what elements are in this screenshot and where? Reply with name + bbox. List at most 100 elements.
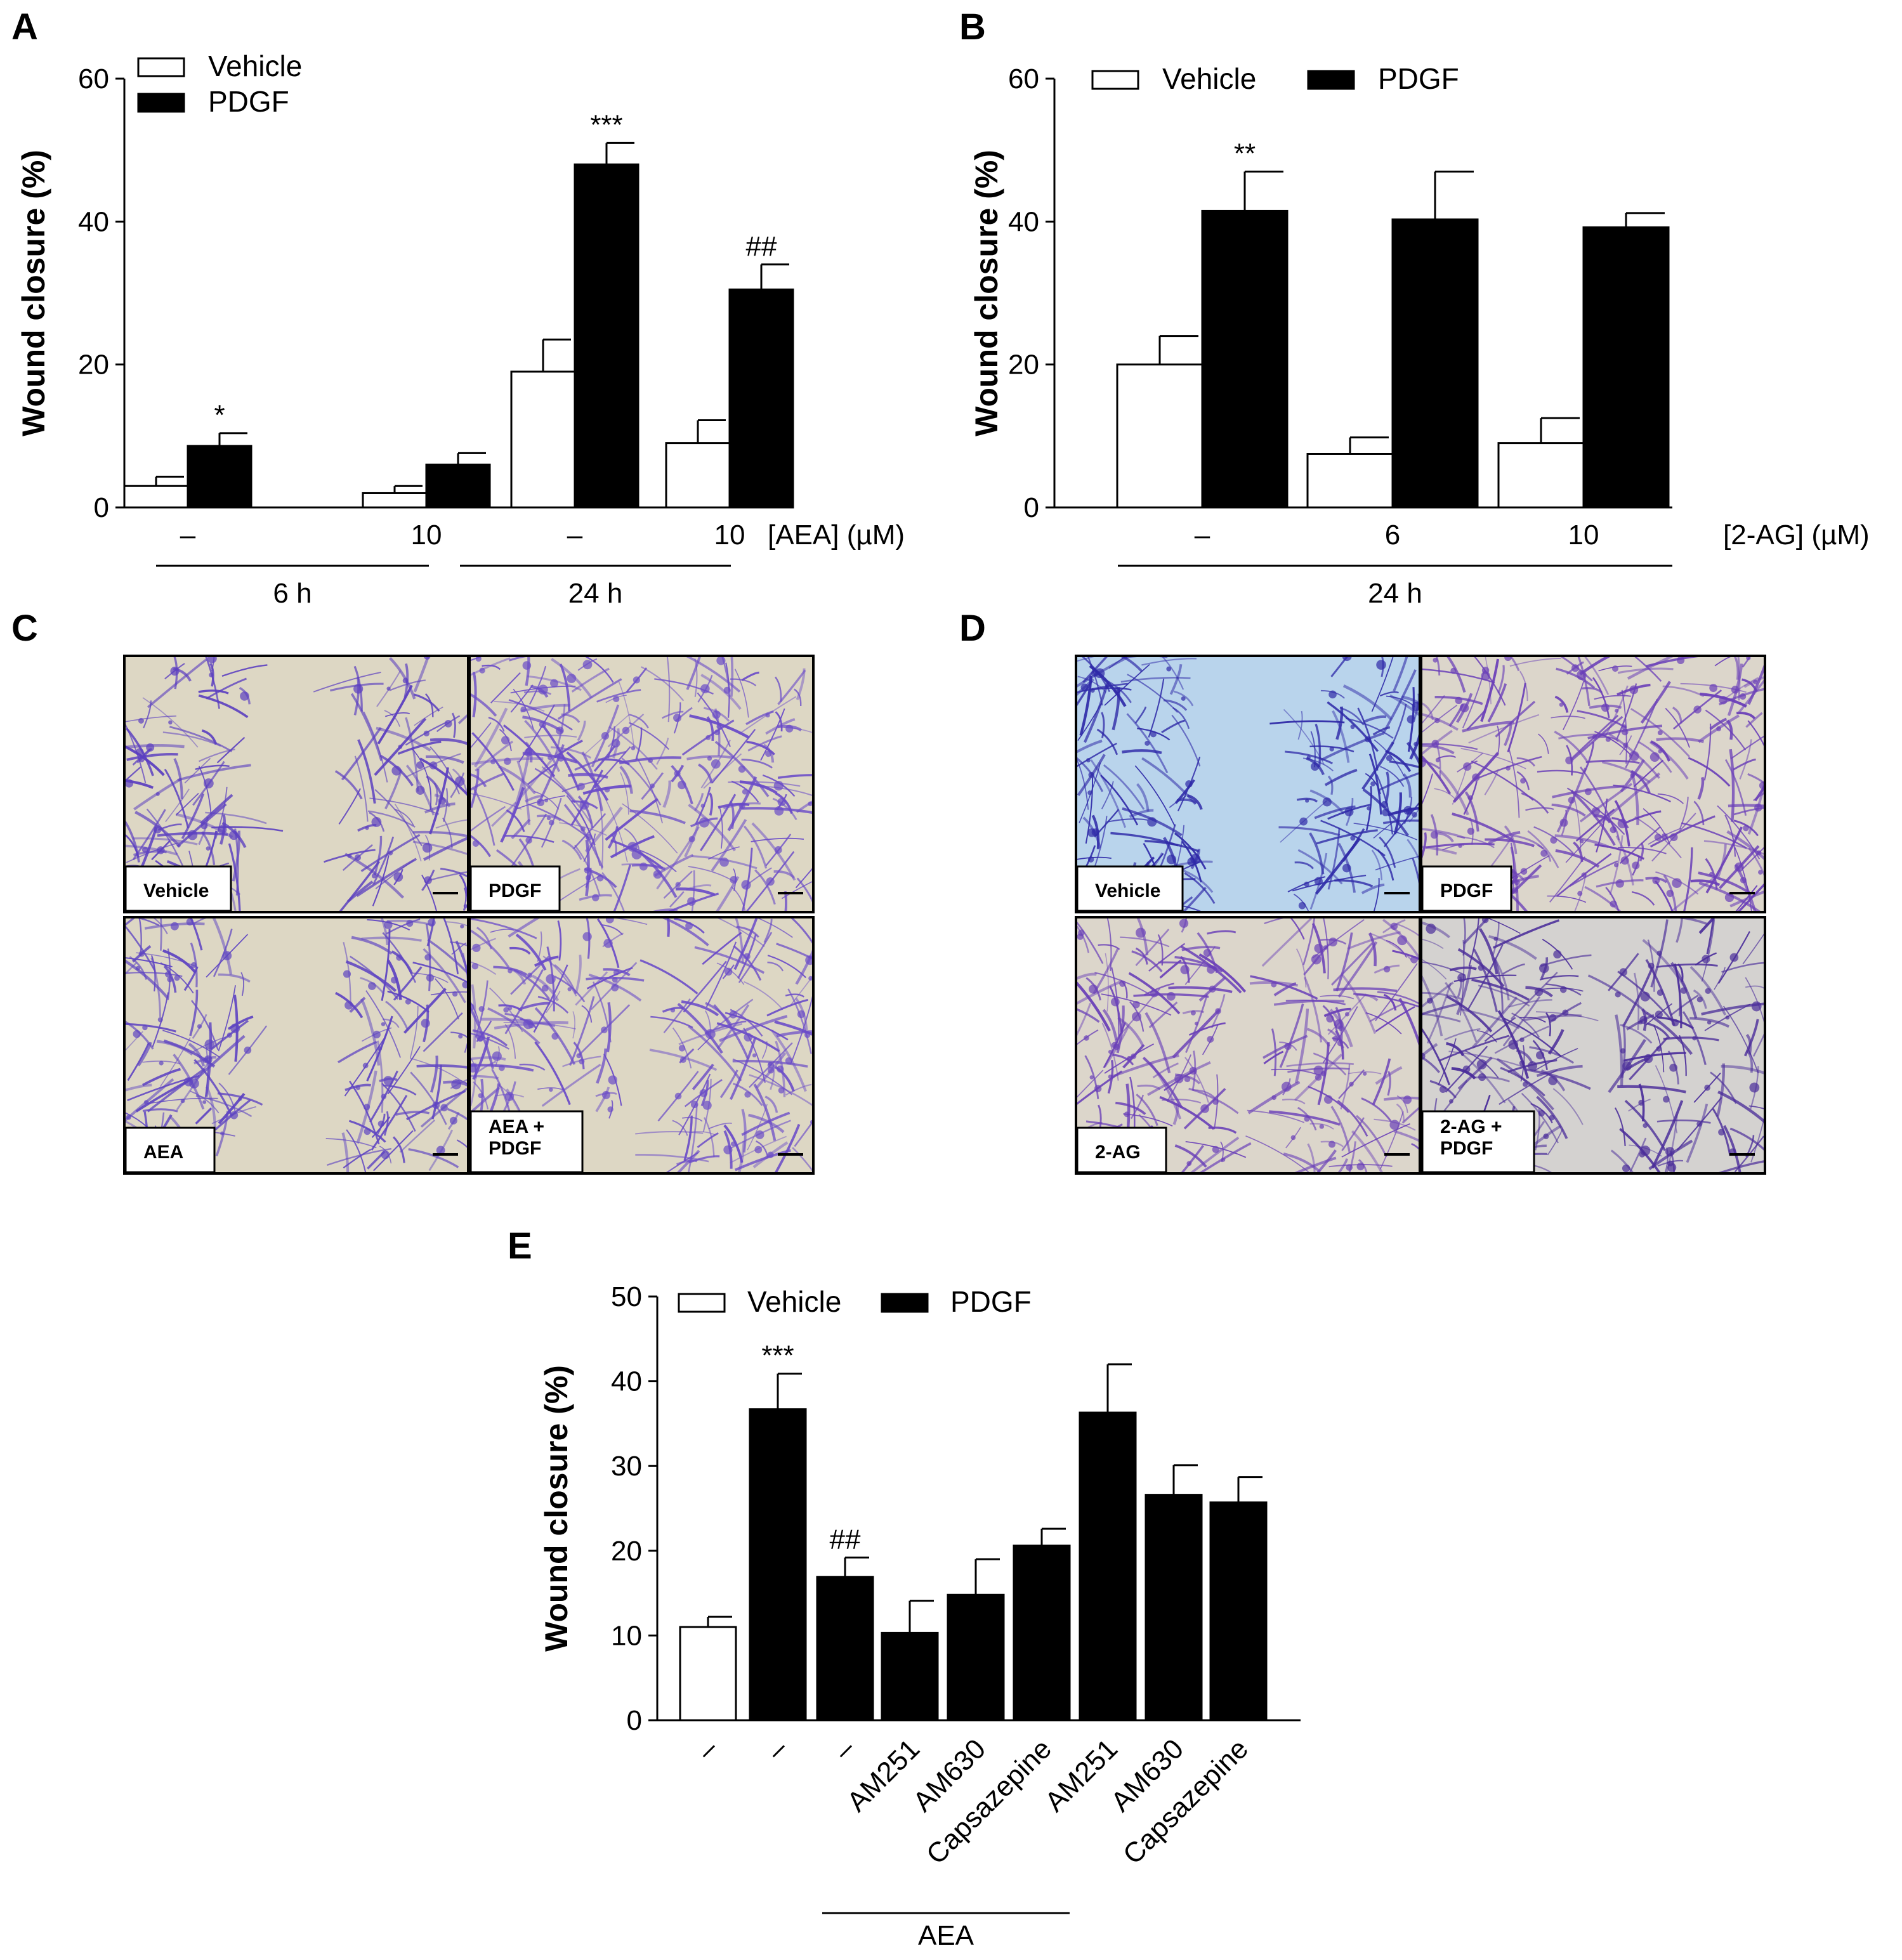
micrograph-panel-c-tile-2-cell bbox=[689, 714, 750, 739]
micrograph-panel-c-tile-2-cell bbox=[734, 669, 749, 718]
micrograph-panel-c-tile-3-nucleus bbox=[405, 998, 411, 1005]
micrograph-panel-d-tile-4-nucleus bbox=[1656, 950, 1662, 957]
micrograph-panel-c-tile-2-label: PDGF bbox=[489, 880, 541, 901]
micrograph-panel-d-tile-1-nucleus bbox=[1386, 755, 1393, 762]
micrograph-panel-d-tile-1-cell bbox=[1141, 757, 1197, 805]
micrograph-panel-c-tile-4-cell bbox=[676, 1160, 698, 1166]
micrograph-panel-c-tile-2-cell bbox=[754, 869, 776, 905]
chart-b-legend-label: Vehicle bbox=[1162, 62, 1256, 95]
micrograph-panel-c-tile-4-cell bbox=[663, 998, 691, 1033]
micrograph-panel-d-tile-2-cell bbox=[1488, 831, 1521, 845]
micrograph-panel-c-tile-2-cell bbox=[746, 740, 775, 755]
micrograph-panel-c-tile-4-cell bbox=[601, 924, 623, 936]
micrograph-panel-d-tile-1-cell bbox=[1353, 823, 1417, 840]
micrograph-panel-d-tile-3-cell bbox=[1159, 959, 1182, 979]
micrograph-panel-c-tile-1-nucleus bbox=[398, 745, 403, 749]
micrograph-panel-c-tile-4-nucleus bbox=[705, 1029, 716, 1040]
micrograph-panel-c-tile-4-border bbox=[468, 916, 815, 1175]
micrograph-panel-d-tile-2-cell bbox=[1698, 714, 1740, 743]
micrograph-panel-d-tile-3-cell bbox=[1327, 993, 1367, 1035]
micrograph-panel-c-tile-4-cell bbox=[767, 955, 806, 978]
micrograph-panel-d-tile-3-nucleus bbox=[1328, 1140, 1335, 1148]
micrograph-panel-c-tile-4-cell bbox=[730, 1037, 757, 1101]
micrograph-panel-c-tile-3-cell bbox=[194, 1035, 246, 1081]
micrograph-panel-d-tile-3-cell bbox=[1148, 943, 1186, 972]
micrograph-panel-c-tile-3-nucleus bbox=[157, 1017, 163, 1022]
micrograph-panel-d-tile-4-nucleus bbox=[1553, 950, 1562, 959]
micrograph-panel-c-tile-1-cell bbox=[353, 677, 360, 715]
micrograph-panel-c-tile-2-cell bbox=[563, 804, 604, 868]
micrograph-panel-d-tile-2-cell bbox=[1625, 698, 1658, 769]
micrograph-panel-d-tile-2-cell bbox=[1698, 872, 1750, 894]
micrograph-panel-d-tile-2-cell bbox=[1487, 683, 1507, 722]
micrograph-panel-c-tile-3-label: AEA bbox=[143, 1142, 183, 1163]
micrograph-panel-c-tile-3-cell bbox=[410, 1071, 447, 1125]
micrograph-panel-d-tile-3-nucleus bbox=[1346, 1164, 1353, 1171]
micrograph-panel-c-tile-2-cell bbox=[619, 766, 633, 794]
micrograph-panel-c-tile-1-cell bbox=[424, 693, 434, 717]
chart-e-significance-label: *** bbox=[761, 1340, 794, 1371]
micrograph-panel-c-tile-3-cell bbox=[345, 960, 397, 993]
micrograph-panel-c-tile-1-cell bbox=[443, 788, 449, 822]
micrograph-panel-c-tile-2-nucleus bbox=[738, 802, 745, 809]
micrograph-panel-d-tile-1-cell bbox=[1342, 684, 1393, 721]
micrograph-panel-d-tile-3-cell bbox=[1076, 980, 1122, 1005]
micrograph-panel-d-tile-2-nucleus bbox=[1559, 818, 1568, 827]
micrograph-panel-d-tile-1-cell bbox=[1104, 663, 1150, 706]
micrograph-panel-c-tile-1-cell bbox=[430, 738, 468, 745]
micrograph-panel-d-tile-3-nucleus bbox=[1194, 1021, 1198, 1026]
micrograph-panel-d-tile-3-cell bbox=[1337, 1100, 1368, 1137]
micrograph-panel-d-tile-1-nucleus bbox=[1298, 902, 1306, 910]
micrograph-panel-d-tile-2-nucleus bbox=[1654, 833, 1662, 841]
micrograph-panel-c-tile-4-cell bbox=[733, 945, 762, 981]
micrograph-panel-d-tile-2-cell bbox=[1516, 757, 1536, 767]
micrograph-panel-d-tile-2-cell bbox=[1436, 832, 1454, 843]
micrograph-panel-c-tile-1-cell bbox=[228, 843, 241, 912]
micrograph-panel-c-tile-2-cell bbox=[777, 669, 806, 705]
micrograph-panel-d-tile-4-cell bbox=[1421, 991, 1462, 1000]
micrograph-panel-c-tile-4-cell bbox=[716, 1004, 750, 1050]
micrograph-panel-c-tile-1-cell bbox=[463, 887, 467, 911]
chart-e-category-label: AM251 bbox=[1039, 1733, 1124, 1817]
chart-b-bar-vehicle bbox=[1116, 363, 1204, 509]
micrograph-panel-d-tile-2-cell bbox=[1565, 825, 1601, 863]
micrograph-panel-c-tile-3-nucleus bbox=[452, 991, 458, 997]
micrograph-panel-d-tile-1-cell bbox=[1327, 701, 1379, 752]
micrograph-panel-d-tile-3-cell bbox=[1273, 982, 1297, 996]
chart-a-significance-label: ## bbox=[746, 231, 777, 262]
micrograph-panel-c-tile-4-cell bbox=[789, 917, 813, 944]
micrograph-panel-c-tile-1-cell bbox=[143, 700, 152, 729]
micrograph-panel-d-tile-4-nucleus bbox=[1639, 1151, 1646, 1158]
micrograph-panel-c-tile-3-cell bbox=[464, 1037, 468, 1053]
micrograph-panel-d-tile-4-cell bbox=[1496, 1058, 1554, 1111]
micrograph-panel-d-tile-4-nucleus bbox=[1536, 1050, 1545, 1060]
micrograph-panel-d-tile-3-cell bbox=[1383, 993, 1397, 1011]
micrograph-panel-d-tile-3-cell bbox=[1144, 1012, 1171, 1074]
micrograph-panel-c-tile-2-nucleus bbox=[544, 798, 549, 802]
micrograph-panel-c-tile-2-cell bbox=[743, 825, 768, 869]
micrograph-panel-c-tile-4-cell bbox=[687, 1104, 698, 1173]
micrograph-panel-c-tile-1-cell bbox=[440, 868, 468, 878]
micrograph-panel-d-tile-4-cell bbox=[1704, 1003, 1751, 1031]
micrograph-panel-c-tile-3-nucleus bbox=[436, 1146, 445, 1155]
micrograph-panel-d-tile-3-nucleus bbox=[1281, 1081, 1292, 1092]
micrograph-panel-d-tile-4-nucleus bbox=[1663, 1095, 1670, 1103]
micrograph-panel-d-tile-4-label: 2-AG + bbox=[1440, 1116, 1502, 1137]
micrograph-panel-d-tile-1-cell bbox=[1334, 879, 1374, 887]
micrograph-panel-c-tile-1-cell bbox=[221, 664, 268, 677]
micrograph-panel-d-tile-2-cell bbox=[1619, 826, 1660, 864]
micrograph-panel-d-tile-4-nucleus bbox=[1680, 987, 1688, 994]
micrograph-panel-d-tile-1-cell bbox=[1287, 876, 1326, 892]
micrograph-panel-d-tile-1-cell bbox=[1101, 781, 1114, 809]
micrograph-panel-d-tile-2-cell bbox=[1655, 880, 1674, 912]
micrograph-panel-d-tile-2-cell bbox=[1682, 847, 1693, 912]
micrograph-panel-d-tile-3-cell bbox=[1115, 1101, 1146, 1115]
micrograph-panel-c-tile-4-cell bbox=[569, 996, 595, 1066]
micrograph-panel-d-tile-1-cell bbox=[1171, 714, 1201, 767]
micrograph-panel-c-tile-4-cell bbox=[697, 1132, 719, 1148]
micrograph-panel-c-tile-2-nucleus bbox=[525, 837, 532, 844]
chart-a: A 0 20 40 60 Wound closure (%) – 10 – 10 [AEA] (µM… bbox=[11, 6, 905, 609]
micrograph-panel-d-tile-3-nucleus bbox=[1344, 1012, 1349, 1017]
micrograph-panel-c-tile-3-cell bbox=[408, 1147, 459, 1168]
